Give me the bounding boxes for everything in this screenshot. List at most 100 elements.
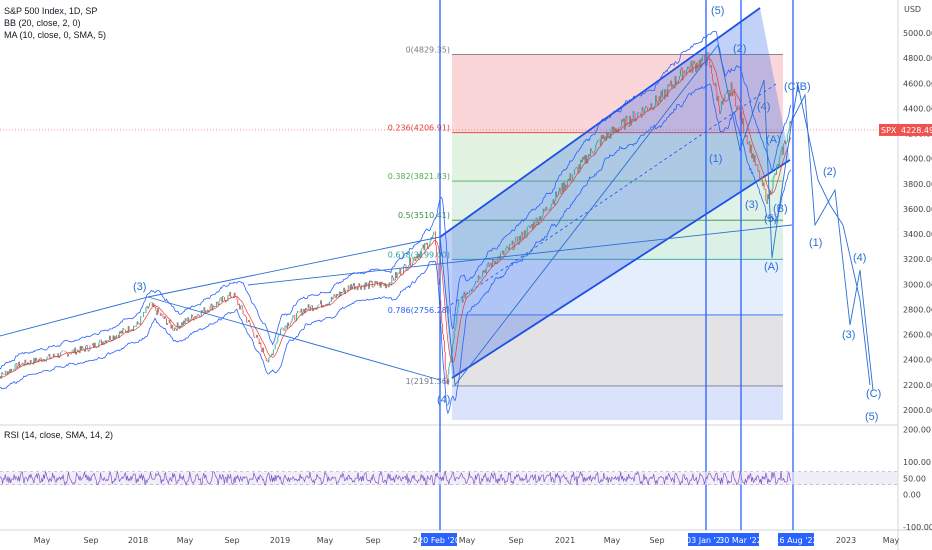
time-tick-label: May <box>177 536 194 545</box>
date-marker-badge <box>421 533 457 546</box>
current-price-badge <box>899 123 932 136</box>
wave-label-w1_jan: (1) <box>709 153 722 165</box>
wave-label-w4_2020: (4) <box>437 394 450 406</box>
price-tick-label: 2600.00 <box>903 331 932 340</box>
time-tick-label: 2023 <box>836 536 856 545</box>
fib-level-label: 1(2191.36) <box>406 377 450 386</box>
price-tick-label: 2800.00 <box>903 305 932 314</box>
price-tick-label: 3800.00 <box>903 180 932 189</box>
wave-label-w3_low: (3) <box>745 199 758 211</box>
elliott-wave-lines[interactable] <box>0 43 874 391</box>
channel-upper-line <box>439 7 761 238</box>
wave-projection-2 <box>791 84 871 386</box>
wave-label-w2_mar: (2) <box>733 43 746 55</box>
channel-mid-line <box>445 83 777 309</box>
time-tick-label: 2019 <box>270 536 290 545</box>
wave-label-fC: (C) <box>866 388 881 400</box>
time-tick-label: May <box>604 536 621 545</box>
price-tick-label: 3000.00 <box>903 280 932 289</box>
fib-zone <box>452 220 783 260</box>
time-tick-label: 2018 <box>128 536 148 545</box>
date-marker-badge <box>778 533 814 546</box>
wave-label-f3: (3) <box>842 329 855 341</box>
time-tick-label: Sep <box>508 536 523 545</box>
fib-level-label: 0.786(2756.28) <box>388 306 450 315</box>
price-tick-label: 2400.00 <box>903 356 932 365</box>
price-axis-background <box>898 0 932 550</box>
rsi-tick-label: 100.00 <box>903 458 931 467</box>
price-tick-label: 4600.00 <box>903 79 932 88</box>
wave-label-w5_low: (5) <box>764 213 777 225</box>
channel-lower-line <box>451 159 791 379</box>
price-tick-label: 3600.00 <box>903 205 932 214</box>
price-tick-label: 4800.00 <box>903 54 932 63</box>
fib-level-label: 0(4829.35) <box>406 45 450 54</box>
price-tick-label: 3200.00 <box>903 255 932 264</box>
price-tick-label: 5000.00 <box>903 29 932 38</box>
price-tick-label: 3400.00 <box>903 230 932 239</box>
time-tick-label: 2021 <box>555 536 575 545</box>
time-tick-label: May <box>459 536 476 545</box>
wave-label-f4: (4) <box>853 252 866 264</box>
support-line <box>247 224 793 286</box>
fib-zone <box>452 132 783 182</box>
wave-label-w5_2022: (5) <box>711 5 724 17</box>
date-marker-label: 20 Feb '20 <box>418 536 460 545</box>
fib-level-label: 0.382(3821.83) <box>388 172 450 181</box>
date-marker-badge <box>688 533 724 546</box>
price-tick-label: 4400.00 <box>903 104 932 113</box>
time-axis: May Sep 2018 May Sep 2019 May Sep 20 May Sep 2021 Ma… <box>34 533 900 546</box>
wave-labels: (3)(4)(5)(1)(2)(4)(A)(3)(5)(B)(A)(C)(B)(… <box>133 5 881 423</box>
symbol-badge-label: SPX <box>881 126 897 135</box>
price-tick-label: 2000.00 <box>903 406 932 415</box>
rsi-line <box>0 470 792 487</box>
fib-zone <box>452 259 783 315</box>
fib-zone <box>452 314 783 386</box>
date-marker-label: 16 Aug '22 <box>774 536 817 545</box>
price-tick-label: 4000.00 <box>903 155 932 164</box>
time-tick-label: May <box>34 536 51 545</box>
wave-label-wB_low: (B) <box>773 203 788 215</box>
fib-zone <box>452 385 783 420</box>
date-marker-badge <box>722 533 759 546</box>
candles <box>0 52 792 385</box>
date-marker-label: 03 Jan '22 <box>686 536 726 545</box>
date-marker-label: 30 Mar '22 <box>719 536 762 545</box>
fib-level-label: 0.5(3510.41) <box>398 211 450 220</box>
wave-label-wB_top: (B) <box>796 81 811 93</box>
price-axis-unit: USD <box>904 5 921 14</box>
wave-label-w3_2018: (3) <box>133 281 146 293</box>
wave-label-f1: (1) <box>809 237 822 249</box>
wave-label-wA_up: (A) <box>766 134 781 146</box>
bollinger-lower <box>0 83 792 415</box>
wave-label-wC_top: (C) <box>784 81 799 93</box>
rsi-pane: 200.00 100.00 50.00 0.00 -100.00 <box>0 426 932 532</box>
trend-line-lower <box>147 296 441 381</box>
date-markers[interactable] <box>439 0 794 530</box>
time-tick-label: 20 <box>413 536 423 545</box>
rsi-tick-label: -100.00 <box>903 523 932 532</box>
rsi-tick-label: 0.00 <box>903 491 921 500</box>
time-tick-label: Sep <box>224 536 239 545</box>
wave-label-f2: (2) <box>823 166 836 178</box>
bollinger-upper <box>0 30 792 370</box>
rsi-legend: RSI (14, close, SMA, 14, 2) <box>4 430 114 440</box>
wave-label-f5: (5) <box>865 411 878 423</box>
chart-title: S&P 500 Index, 1D, SP <box>4 6 98 16</box>
bollinger-legend: BB (20, close, 2, 0) <box>4 18 81 28</box>
time-tick-label: May <box>883 536 900 545</box>
time-tick-label: Sep <box>649 536 664 545</box>
bollinger-bands <box>0 30 792 415</box>
price-channel[interactable] <box>439 7 791 379</box>
fibonacci-retracement[interactable]: 0(4829.35) 0.236(4206.91) 0.382(3821.83) 0.… <box>388 45 783 420</box>
rsi-tick-label: 200.00 <box>903 426 931 435</box>
time-tick-label: Sep <box>83 536 98 545</box>
price-tick-label: 2200.00 <box>903 381 932 390</box>
wave-label-w4_mid: (4) <box>757 101 770 113</box>
price-axis: USD5000.004800.004600.004400.004200.0040… <box>0 5 932 415</box>
rsi-tick-label: 50.00 <box>903 474 926 483</box>
time-tick-label: Sep <box>365 536 380 545</box>
fib-level-label: 0.236(4206.91) <box>388 124 450 133</box>
symbol-badge <box>879 123 899 136</box>
